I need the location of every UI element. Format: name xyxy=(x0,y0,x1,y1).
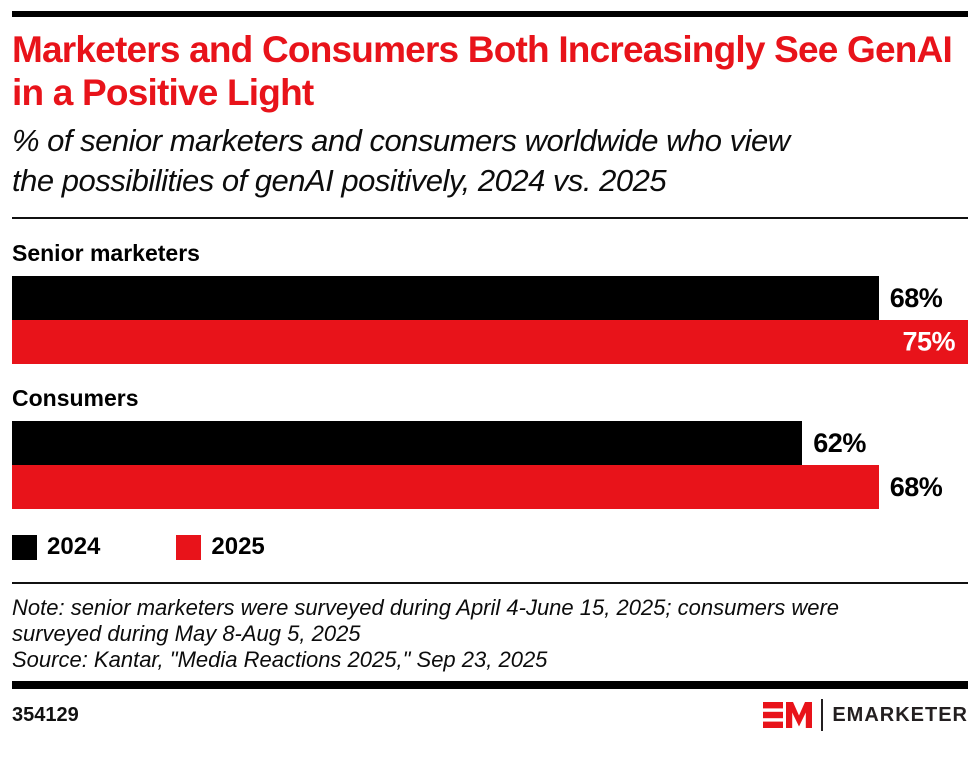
value-label: 62% xyxy=(813,427,866,458)
legend-item-2025: 2025 xyxy=(176,533,265,561)
page-title: Marketers and Consumers Both Increasingl… xyxy=(12,29,953,113)
value-label: 68% xyxy=(889,282,943,313)
category-label: Senior marketers xyxy=(12,240,200,266)
note-block: Note: senior marketers were surveyed dur… xyxy=(12,595,968,673)
value-label: 68% xyxy=(889,471,943,502)
chart-group-1: Consumers 62% 68% xyxy=(12,385,968,509)
bar-chart: Senior marketers 68% 75% Consumers 62% 68% xyxy=(12,240,968,509)
bar-row-2025: 75% xyxy=(12,320,968,364)
source-text: Source: Kantar, "Media Reactions 2025," … xyxy=(12,647,548,672)
divider-note xyxy=(12,582,968,584)
chart-legend: 2024 2025 xyxy=(12,533,968,561)
top-accent-bar xyxy=(12,11,968,17)
emarketer-logo-icon xyxy=(763,702,813,728)
bar-2024 xyxy=(12,276,879,320)
bar-2025 xyxy=(12,465,879,509)
bar-2024 xyxy=(12,421,803,465)
bar-2025: 75% xyxy=(12,320,968,364)
bar-row-2025: 68% xyxy=(12,465,968,509)
brand-wordmark: EMARKETER xyxy=(832,703,968,726)
category-label: Consumers xyxy=(12,385,139,411)
bar-row-2024: 62% xyxy=(12,421,968,465)
chart-subtitle: % of senior marketers and consumers worl… xyxy=(12,123,790,198)
bottom-accent-bar xyxy=(12,681,968,689)
bar-row-2024: 68% xyxy=(12,276,968,320)
divider-top xyxy=(12,217,968,219)
logo-divider xyxy=(821,699,824,731)
legend-item-2024: 2024 xyxy=(12,533,100,561)
legend-label-2024: 2024 xyxy=(47,533,101,560)
legend-swatch-2024 xyxy=(12,534,37,560)
chart-id: 354129 xyxy=(12,703,79,726)
legend-swatch-2025 xyxy=(176,534,202,560)
note-text: Note: senior marketers were surveyed dur… xyxy=(12,595,840,646)
legend-label-2025: 2025 xyxy=(211,533,265,560)
value-label: 75% xyxy=(902,326,955,357)
emarketer-logo: EMARKETER xyxy=(763,699,968,731)
footer: 354129 EMARKETER xyxy=(12,698,968,732)
chart-group-0: Senior marketers 68% 75% xyxy=(12,240,968,364)
